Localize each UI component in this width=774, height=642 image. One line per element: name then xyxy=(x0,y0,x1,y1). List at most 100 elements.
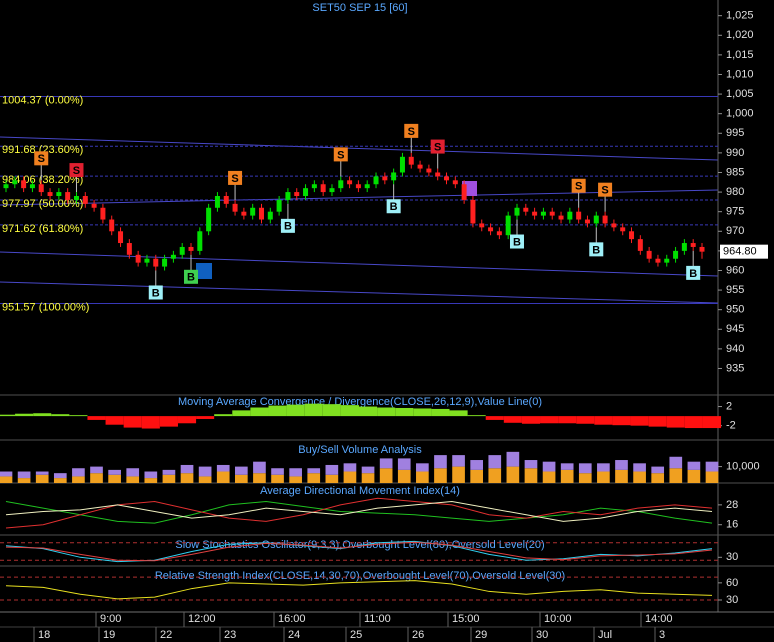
volume-bar xyxy=(651,466,665,474)
histogram-bar xyxy=(123,416,142,428)
histogram-bar xyxy=(268,405,287,417)
indicator-line xyxy=(5,497,713,529)
signal-box xyxy=(686,265,701,280)
histogram-bar xyxy=(684,416,703,429)
histogram-bar xyxy=(87,416,106,420)
candle-body xyxy=(294,192,300,196)
histogram-bar xyxy=(648,416,667,427)
volume-bar xyxy=(271,474,284,483)
volume-bar xyxy=(488,455,502,469)
y-tick-label: 975 xyxy=(726,206,744,218)
volume-bar xyxy=(470,469,484,483)
volume-bar xyxy=(397,458,411,470)
candle-body xyxy=(532,211,538,216)
fib-label: 991.68 (23.60%) xyxy=(2,144,83,156)
chart-title: SET50 SEP 15 [60] xyxy=(312,2,407,14)
fib-label: 977.97 (50.00%) xyxy=(2,198,83,210)
signal-box xyxy=(404,123,419,138)
volume-bar xyxy=(633,463,646,472)
histogram-bar xyxy=(503,416,522,423)
signal-label: S xyxy=(337,149,344,161)
signal-box xyxy=(598,182,613,197)
fib-label: 951.57 (100.00%) xyxy=(2,301,89,313)
candle-body xyxy=(461,184,467,200)
histogram-bar xyxy=(540,416,559,424)
volume-bar xyxy=(687,469,701,483)
panel-title: Moving Average Convergence / Divergence(… xyxy=(178,396,542,408)
signal-box xyxy=(148,285,163,300)
histogram-bar xyxy=(431,408,450,417)
candle-body xyxy=(408,156,414,165)
fib-label: 971.62 (61.80%) xyxy=(2,223,83,235)
histogram-bar xyxy=(33,413,52,417)
x-time-label: 12:00 xyxy=(188,613,216,625)
candle-body xyxy=(646,250,652,259)
candle-body xyxy=(170,254,176,259)
x-date-label: 29 xyxy=(475,629,487,641)
volume-bar xyxy=(361,473,375,483)
y-tick-label: 950 xyxy=(726,304,744,316)
volume-bar xyxy=(379,458,393,469)
volume-bar xyxy=(361,466,375,474)
x-date-label: 25 xyxy=(350,629,362,641)
candle-body xyxy=(276,199,282,212)
volume-bar xyxy=(434,455,447,469)
signal-box xyxy=(69,163,84,178)
candle-body xyxy=(496,231,502,236)
y-tick-label: 990 xyxy=(726,147,744,159)
volume-bar xyxy=(705,471,719,483)
candle-body xyxy=(444,176,450,181)
candle-body xyxy=(3,184,9,189)
volume-bar xyxy=(17,471,31,479)
candle-body xyxy=(523,207,529,212)
candle-body xyxy=(320,184,326,193)
histogram-bar xyxy=(413,408,432,417)
candle-body xyxy=(355,184,361,189)
volume-bar xyxy=(234,466,248,475)
candle-body xyxy=(232,203,238,212)
candle-body xyxy=(241,211,247,216)
candle-body xyxy=(488,227,494,232)
histogram-bar xyxy=(196,416,215,419)
candle-body xyxy=(584,219,590,224)
histogram-bar xyxy=(485,416,504,420)
volume-bar xyxy=(651,473,665,483)
signal-label: B xyxy=(390,201,398,213)
trendline xyxy=(0,251,719,277)
volume-bar xyxy=(0,471,13,477)
y-tick-label: 1,025 xyxy=(726,10,754,22)
candle-body xyxy=(470,199,476,224)
y-tick-label: 2 xyxy=(726,400,732,412)
volume-bar xyxy=(144,478,158,483)
volume-bar xyxy=(615,460,628,470)
candle-body xyxy=(285,192,291,200)
y-tick-label: 28 xyxy=(726,499,738,511)
volume-bar xyxy=(180,464,194,474)
x-time-label: 16:00 xyxy=(278,613,306,625)
fib-label: 1004.37 (0.00%) xyxy=(2,94,83,106)
y-tick-label: 16 xyxy=(726,519,738,531)
histogram-bar xyxy=(576,416,595,424)
volume-bar xyxy=(434,468,447,483)
trendlines xyxy=(0,136,719,304)
volume-bar xyxy=(72,468,85,477)
candle-body xyxy=(514,207,520,216)
candle-body xyxy=(673,250,679,259)
x-date-label: 19 xyxy=(103,629,115,641)
signal-label: S xyxy=(575,181,582,193)
volume-bar xyxy=(35,471,49,475)
x-date-label: 24 xyxy=(288,629,300,641)
histogram-bar xyxy=(322,404,341,417)
signal-label: B xyxy=(689,268,697,280)
volume-bar xyxy=(289,476,302,483)
x-date-label: 30 xyxy=(536,629,548,641)
candle-body xyxy=(435,172,441,177)
indicator-line xyxy=(5,501,713,524)
signal-box xyxy=(386,199,401,214)
y-tick-label: 1,000 xyxy=(726,108,754,120)
candle-body xyxy=(479,223,485,228)
panel-title: Relative Strength Index(CLOSE,14,30,70),… xyxy=(155,570,565,582)
signal-box xyxy=(280,218,295,233)
volume-bar xyxy=(126,476,140,483)
x-time-label: 10:00 xyxy=(544,613,572,625)
